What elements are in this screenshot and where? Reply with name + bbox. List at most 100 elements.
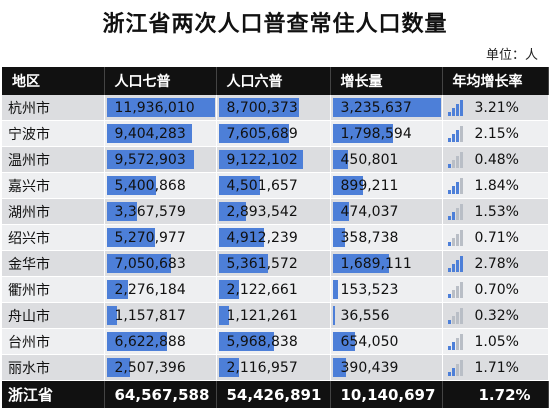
census6-cell: 5,361,572	[216, 250, 331, 277]
census7-cell-value: 7,050,683	[114, 255, 186, 272]
data-bar	[218, 358, 239, 377]
region-cell: 湖州市	[2, 198, 105, 225]
data-bar	[332, 176, 363, 195]
rate-cell: 2.78%	[442, 250, 549, 277]
data-bar	[332, 254, 389, 273]
data-bar	[218, 228, 264, 247]
rate-value: 0.70%	[474, 281, 519, 298]
census7-cell: 1,157,817	[104, 302, 217, 329]
census6-cell: 1,121,261	[216, 302, 331, 329]
rate-cell: 2.15%	[442, 120, 549, 147]
census6-cell-value: 2,893,542	[226, 203, 298, 220]
data-bar	[106, 150, 194, 169]
rate-cell: 0.70%	[442, 276, 549, 303]
census7-cell: 9,404,283	[104, 120, 217, 147]
growth-cell: 1,798,594	[330, 120, 443, 147]
data-bar	[106, 176, 156, 195]
data-bar	[332, 332, 355, 351]
header-rate: 年均增长率	[442, 67, 549, 95]
region-cell: 宁波市	[2, 120, 105, 147]
rate-value: 1.84%	[474, 177, 519, 194]
census7-cell-value: 6,622,888	[114, 333, 186, 350]
region-cell: 舟山市	[2, 302, 105, 329]
data-bar	[332, 150, 348, 169]
census7-cell-value: 1,157,817	[114, 307, 186, 324]
data-bar	[218, 202, 246, 221]
total-census7: 64,567,588	[104, 380, 217, 409]
rate-value: 3.21%	[474, 99, 519, 116]
census6-cell: 9,122,102	[216, 146, 331, 173]
rate-cell: 1.05%	[442, 328, 549, 355]
region-cell: 嘉兴市	[2, 172, 105, 199]
total-growth: 10,140,697	[330, 380, 443, 409]
census6-cell-value: 4,912,239	[226, 229, 298, 246]
data-bar	[218, 98, 299, 117]
census6-cell: 2,893,542	[216, 198, 331, 225]
rate-value: 2.15%	[474, 125, 519, 142]
data-bar	[332, 280, 338, 299]
region-cell: 丽水市	[2, 354, 105, 381]
region-cell: 杭州市	[2, 95, 105, 121]
data-bar	[218, 150, 303, 169]
signal-bars-icon	[447, 255, 463, 272]
total-census6: 54,426,891	[216, 380, 331, 409]
rate-cell: 3.21%	[442, 95, 549, 121]
growth-cell: 450,801	[330, 146, 443, 173]
table-body: 杭州市 11,936,010 8,700,373 3,235,637 3.21% 宁波市 9…	[2, 95, 549, 381]
census7-cell-value: 9,572,903	[114, 151, 186, 168]
rate-cell: 1.71%	[442, 354, 549, 381]
header-region: 地区	[2, 67, 105, 95]
census6-cell: 2,116,957	[216, 354, 331, 381]
growth-cell: 899,211	[330, 172, 443, 199]
table-row: 绍兴市 5,270,977 4,912,239 358,738 0.71%	[2, 224, 549, 251]
data-bar	[106, 332, 167, 351]
rate-value: 0.48%	[474, 151, 519, 168]
census7-cell-value: 5,270,977	[114, 229, 186, 246]
census6-cell: 2,122,661	[216, 276, 331, 303]
data-bar	[106, 228, 155, 247]
table-row: 台州市 6,622,888 5,968,838 654,050 1.05%	[2, 328, 549, 355]
rate-cell: 1.53%	[442, 198, 549, 225]
growth-cell-value: 474,037	[340, 203, 399, 220]
table-row: 温州市 9,572,903 9,122,102 450,801 0.48%	[2, 146, 549, 173]
census6-cell-value: 7,605,689	[226, 125, 298, 142]
census6-cell-value: 9,122,102	[226, 151, 298, 168]
census7-cell-value: 2,276,184	[114, 281, 186, 298]
census7-cell-value: 2,507,396	[114, 359, 186, 376]
growth-cell: 1,689,111	[330, 250, 443, 277]
data-bar	[332, 202, 349, 221]
header-census6: 人口六普	[216, 67, 331, 95]
census6-cell: 8,700,373	[216, 95, 331, 121]
region-cell: 衢州市	[2, 276, 105, 303]
signal-bars-icon	[447, 151, 463, 168]
census6-cell: 4,912,239	[216, 224, 331, 251]
data-bar	[218, 306, 229, 325]
signal-bars-icon	[447, 99, 463, 116]
data-bar	[332, 358, 346, 377]
rate-value: 0.71%	[474, 229, 519, 246]
census6-cell-value: 2,116,957	[226, 359, 298, 376]
data-bar	[332, 98, 441, 117]
growth-cell-value: 450,801	[340, 151, 399, 168]
growth-cell-value: 153,523	[340, 281, 399, 298]
census6-cell-value: 5,361,572	[226, 255, 298, 272]
data-bar	[218, 280, 239, 299]
signal-bars-icon	[447, 229, 463, 246]
data-bar	[106, 306, 117, 325]
rate-value: 2.78%	[474, 255, 519, 272]
growth-cell: 654,050	[330, 328, 443, 355]
rate-cell: 0.32%	[442, 302, 549, 329]
table-row: 杭州市 11,936,010 8,700,373 3,235,637 3.21%	[2, 95, 549, 121]
growth-cell-value: 36,556	[340, 307, 390, 324]
growth-cell-value: 899,211	[340, 177, 399, 194]
table-row: 宁波市 9,404,283 7,605,689 1,798,594 2.15%	[2, 120, 549, 147]
data-bar	[106, 202, 137, 221]
census7-cell: 6,622,888	[104, 328, 217, 355]
census6-cell-value: 8,700,373	[226, 99, 298, 116]
growth-cell-value: 390,439	[340, 359, 399, 376]
signal-bars-icon	[447, 125, 463, 142]
data-bar	[106, 358, 130, 377]
data-bar	[332, 228, 345, 247]
table-row: 衢州市 2,276,184 2,122,661 153,523 0.70%	[2, 276, 549, 303]
